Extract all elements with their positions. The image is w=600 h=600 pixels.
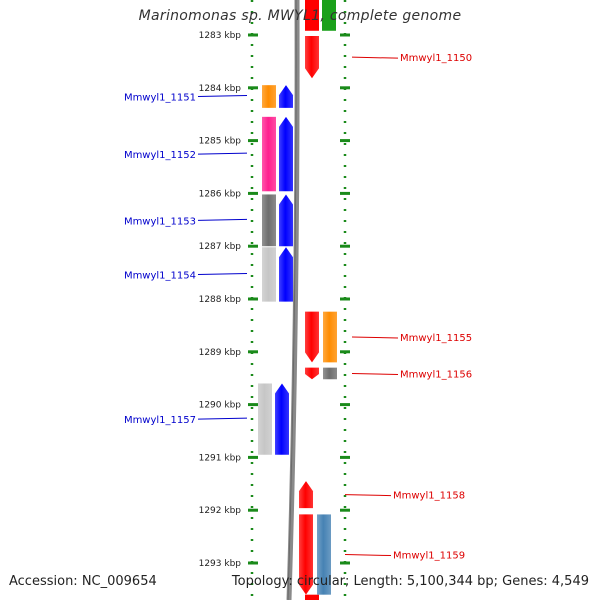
strand-arrow-Mmwyl1_1153: [279, 194, 293, 247]
gene-block-Mmwyl1_1155: [323, 311, 337, 363]
gene-block-Mmwyl1_1156: [323, 367, 337, 380]
leader-line-Mmwyl1_1151: [197, 95, 248, 98]
gene-label-Mmwyl1_1159: Mmwyl1_1159: [393, 551, 465, 562]
leader-line-Mmwyl1_1158: [344, 494, 392, 497]
partial-gene-block: [305, 0, 319, 31]
ruler-tick-label: 1289 kbp: [199, 348, 242, 358]
ruler-tick-label: 1288 kbp: [199, 295, 242, 305]
accession-text: Accession: NC_009654: [9, 574, 157, 589]
ruler-tick-label: 1286 kbp: [199, 189, 242, 199]
genome-summary-text: Topology: circular; Length: 5,100,344 bp…: [231, 574, 589, 589]
strand-arrow-Mmwyl1_1157: [275, 383, 289, 455]
strand-arrow-Mmwyl1_1155: [305, 311, 319, 363]
gene-block-Mmwyl1_1157: [258, 383, 272, 455]
strand-arrow-Mmwyl1_1152: [279, 116, 293, 192]
leader-line-Mmwyl1_1159: [344, 554, 392, 557]
chromosome-backbone: [286, 0, 300, 600]
gene-block-Mmwyl1_1151: [262, 85, 276, 108]
ruler-tick-label: 1292 kbp: [199, 506, 242, 516]
leader-line-Mmwyl1_1152: [197, 152, 248, 155]
leader-line-Mmwyl1_1156: [351, 372, 399, 375]
ruler-tick-label: 1291 kbp: [199, 453, 242, 463]
gene-label-Mmwyl1_1156: Mmwyl1_1156: [400, 369, 472, 380]
partial-gene-block: [322, 0, 336, 31]
strand-arrow-Mmwyl1_1150: [305, 36, 319, 79]
leader-line-Mmwyl1_1153: [197, 218, 248, 221]
gene-label-Mmwyl1_1154: Mmwyl1_1154: [124, 270, 196, 281]
gene-label-Mmwyl1_1153: Mmwyl1_1153: [124, 216, 196, 227]
page-title: Marinomonas sp. MWYL1, complete genome: [138, 8, 462, 24]
leader-line-Mmwyl1_1157: [197, 417, 248, 420]
gene-block-Mmwyl1_1152: [262, 116, 276, 192]
ruler-tick-label: 1283 kbp: [199, 31, 242, 41]
ruler-tick-label: 1284 kbp: [199, 84, 242, 94]
strand-arrow-Mmwyl1_1154: [279, 247, 293, 302]
gene-block-Mmwyl1_1153: [262, 194, 276, 247]
gene-label-Mmwyl1_1155: Mmwyl1_1155: [400, 333, 472, 344]
ruler-tick-label: 1285 kbp: [199, 137, 242, 147]
gene-label-Mmwyl1_1150: Mmwyl1_1150: [400, 53, 472, 64]
partial-gene-block: [305, 594, 319, 600]
chromosome-backbone-edge: [287, 0, 297, 600]
ruler-tick-label: 1293 kbp: [199, 559, 242, 569]
leader-line-Mmwyl1_1155: [351, 336, 399, 339]
leader-line-Mmwyl1_1154: [197, 272, 248, 275]
gene-block-Mmwyl1_1159: [317, 514, 331, 595]
gene-label-Mmwyl1_1151: Mmwyl1_1151: [124, 93, 196, 104]
strand-arrow-Mmwyl1_1151: [279, 85, 293, 108]
ruler-tick-label: 1290 kbp: [199, 401, 242, 411]
leader-line-Mmwyl1_1150: [351, 56, 399, 59]
strand-arrow-Mmwyl1_1159: [299, 514, 313, 595]
strand-arrow-Mmwyl1_1156: [305, 367, 319, 380]
ruler-tick-label: 1287 kbp: [199, 242, 242, 252]
gene-label-Mmwyl1_1152: Mmwyl1_1152: [124, 150, 196, 161]
strand-arrow-Mmwyl1_1158: [299, 481, 313, 509]
gene-label-Mmwyl1_1157: Mmwyl1_1157: [124, 415, 196, 426]
gene-block-Mmwyl1_1154: [262, 247, 276, 302]
gene-label-Mmwyl1_1158: Mmwyl1_1158: [393, 491, 465, 502]
